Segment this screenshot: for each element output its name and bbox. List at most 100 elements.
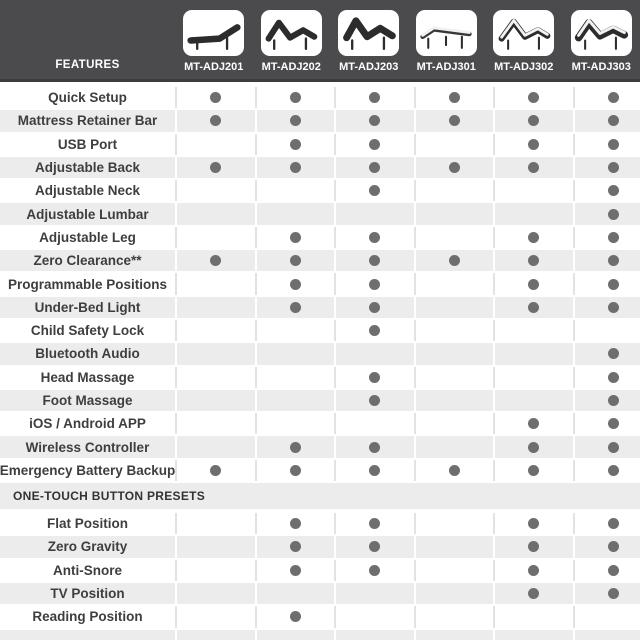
availability-cell-included — [574, 273, 640, 295]
availability-cell-empty — [415, 606, 493, 628]
feature-included-dot-icon — [369, 278, 381, 290]
availability-cell-empty — [177, 296, 255, 318]
feature-included-dot-icon — [289, 278, 301, 290]
feature-label: Programmable Positions — [0, 273, 175, 295]
availability-cell-empty — [177, 273, 255, 295]
feature-included-dot-icon — [528, 564, 540, 576]
availability-cell-included — [495, 436, 573, 458]
availability-cell-included — [415, 110, 493, 132]
availability-cell-empty — [177, 629, 255, 640]
availability-cell-empty — [256, 343, 334, 365]
table-row: Adjustable Neck — [0, 180, 640, 202]
feature-included-dot-icon — [369, 301, 381, 313]
feature-included-dot-icon — [448, 162, 460, 174]
availability-cell-empty — [256, 413, 334, 435]
availability-cell-included — [256, 250, 334, 272]
feature-label: Adjustable Leg — [0, 226, 175, 249]
availability-cell-empty — [336, 629, 414, 640]
feature-included-dot-icon — [210, 115, 222, 127]
availability-cell-included — [574, 389, 640, 412]
product-image-tile — [183, 10, 245, 56]
feature-included-dot-icon — [607, 464, 619, 476]
availability-cell-empty — [177, 389, 255, 412]
feature-included-dot-icon — [369, 255, 381, 267]
availability-cell-included — [177, 459, 255, 482]
table-row: Flat Position — [0, 513, 640, 535]
feature-label: Anti-Snore — [0, 559, 175, 581]
availability-cell-empty — [415, 389, 493, 412]
feature-label: Bluetooth Audio — [0, 343, 175, 365]
availability-cell-empty — [495, 319, 573, 342]
availability-cell-included — [256, 87, 334, 109]
availability-cell-empty — [177, 133, 255, 155]
availability-cell-included — [574, 110, 640, 132]
availability-cell-included — [574, 87, 640, 109]
feature-included-dot-icon — [448, 115, 460, 127]
availability-cell-included — [256, 513, 334, 535]
availability-cell-included — [256, 559, 334, 581]
bed-frame-flat-light-icon — [420, 26, 472, 49]
preset-rows: Flat Position Zero Gravity Anti-Snore TV Po… — [0, 513, 640, 640]
feature-included-dot-icon — [210, 255, 222, 267]
feature-label: iOS / Android APP — [0, 413, 175, 435]
feature-included-dot-icon — [607, 162, 619, 174]
availability-cell-included — [256, 273, 334, 295]
availability-cell-empty — [336, 203, 414, 225]
feature-included-dot-icon — [607, 255, 619, 267]
availability-cell-empty — [415, 273, 493, 295]
feature-label: USB Port — [0, 133, 175, 155]
availability-cell-empty — [415, 629, 493, 640]
feature-included-dot-icon — [210, 162, 222, 174]
availability-cell-empty — [256, 582, 334, 605]
model-name: MT-ADJ302 — [494, 61, 554, 73]
availability-cell-empty — [336, 343, 414, 365]
availability-cell-empty — [177, 203, 255, 225]
feature-included-dot-icon — [369, 325, 381, 337]
availability-cell-included — [574, 203, 640, 225]
availability-cell-included — [574, 366, 640, 388]
availability-cell-included — [336, 513, 414, 535]
table-row: TV Position — [0, 582, 640, 605]
availability-cell-included — [336, 559, 414, 581]
availability-cell-included — [336, 436, 414, 458]
availability-cell-empty — [177, 436, 255, 458]
feature-included-dot-icon — [528, 278, 540, 290]
feature-included-dot-icon — [528, 441, 540, 453]
feature-included-dot-icon — [289, 564, 301, 576]
feature-included-dot-icon — [607, 371, 619, 383]
feature-included-dot-icon — [289, 464, 301, 476]
feature-label: Head Massage — [0, 366, 175, 388]
availability-cell-empty — [495, 343, 573, 365]
feature-included-dot-icon — [607, 115, 619, 127]
table-row: Under-Bed Light — [0, 296, 640, 318]
availability-cell-empty — [336, 582, 414, 605]
bed-head-foot-raised-thick-dark-icon — [342, 17, 396, 51]
availability-cell-included — [336, 226, 414, 249]
availability-cell-empty — [495, 180, 573, 202]
availability-cell-included — [574, 296, 640, 318]
availability-cell-included — [495, 582, 573, 605]
availability-cell-empty — [177, 582, 255, 605]
feature-included-dot-icon — [607, 348, 619, 360]
feature-rows: Quick Setup Mattress Retainer Bar USB Port… — [0, 82, 640, 482]
availability-cell-included — [177, 110, 255, 132]
availability-cell-included — [336, 110, 414, 132]
feature-included-dot-icon — [607, 441, 619, 453]
availability-cell-included — [336, 389, 414, 412]
availability-cell-included — [256, 110, 334, 132]
availability-cell-empty — [256, 203, 334, 225]
feature-included-dot-icon — [289, 441, 301, 453]
feature-label: Flat Position — [0, 513, 175, 535]
feature-included-dot-icon — [528, 588, 540, 600]
availability-cell-included — [495, 559, 573, 581]
availability-cell-empty — [415, 180, 493, 202]
feature-included-dot-icon — [448, 92, 460, 104]
availability-cell-included — [415, 459, 493, 482]
feature-included-dot-icon — [369, 441, 381, 453]
feature-included-dot-icon — [369, 92, 381, 104]
availability-cell-empty — [336, 606, 414, 628]
availability-cell-included — [574, 226, 640, 249]
availability-cell-included — [336, 366, 414, 388]
bed-head-raised-light-icon — [498, 18, 551, 50]
feature-included-dot-icon — [289, 541, 301, 553]
